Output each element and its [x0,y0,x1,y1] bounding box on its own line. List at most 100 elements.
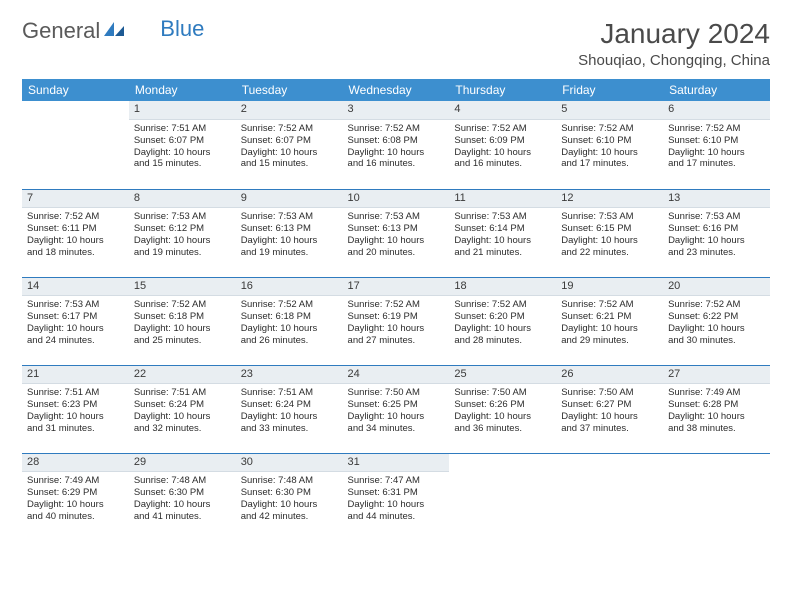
sunset-line: Sunset: 6:09 PM [454,135,551,147]
day-number [663,454,770,458]
daylight-line-1: Daylight: 10 hours [27,499,124,511]
sunset-line: Sunset: 6:10 PM [668,135,765,147]
day-details: Sunrise: 7:53 AMSunset: 6:16 PMDaylight:… [663,208,770,263]
day-number: 31 [343,454,450,473]
logo-text-blue: Blue [160,16,204,42]
day-details: Sunrise: 7:47 AMSunset: 6:31 PMDaylight:… [343,472,450,527]
calendar-day-cell: 30Sunrise: 7:48 AMSunset: 6:30 PMDayligh… [236,453,343,541]
sunset-line: Sunset: 6:28 PM [668,399,765,411]
sunrise-line: Sunrise: 7:53 AM [241,211,338,223]
daylight-line-1: Daylight: 10 hours [134,235,231,247]
daylight-line-2: and 41 minutes. [134,511,231,523]
day-details: Sunrise: 7:53 AMSunset: 6:13 PMDaylight:… [343,208,450,263]
day-number: 10 [343,190,450,209]
sunrise-line: Sunrise: 7:53 AM [27,299,124,311]
day-number: 15 [129,278,236,297]
day-details: Sunrise: 7:50 AMSunset: 6:27 PMDaylight:… [556,384,663,439]
daylight-line-1: Daylight: 10 hours [348,411,445,423]
calendar-day-cell: 24Sunrise: 7:50 AMSunset: 6:25 PMDayligh… [343,365,450,453]
sunset-line: Sunset: 6:19 PM [348,311,445,323]
daylight-line-2: and 36 minutes. [454,423,551,435]
daylight-line-1: Daylight: 10 hours [561,235,658,247]
sunset-line: Sunset: 6:31 PM [348,487,445,499]
day-details: Sunrise: 7:52 AMSunset: 6:19 PMDaylight:… [343,296,450,351]
daylight-line-1: Daylight: 10 hours [454,147,551,159]
calendar-body: 1Sunrise: 7:51 AMSunset: 6:07 PMDaylight… [22,101,770,541]
calendar-day-cell: 12Sunrise: 7:53 AMSunset: 6:15 PMDayligh… [556,189,663,277]
sunrise-line: Sunrise: 7:51 AM [27,387,124,399]
daylight-line-1: Daylight: 10 hours [27,411,124,423]
calendar-day-cell: 8Sunrise: 7:53 AMSunset: 6:12 PMDaylight… [129,189,236,277]
daylight-line-1: Daylight: 10 hours [668,323,765,335]
sunset-line: Sunset: 6:12 PM [134,223,231,235]
day-number: 4 [449,101,556,120]
sunrise-line: Sunrise: 7:52 AM [561,299,658,311]
sunrise-line: Sunrise: 7:52 AM [454,123,551,135]
sunset-line: Sunset: 6:15 PM [561,223,658,235]
daylight-line-2: and 29 minutes. [561,335,658,347]
calendar-day-cell: 3Sunrise: 7:52 AMSunset: 6:08 PMDaylight… [343,101,450,189]
day-details: Sunrise: 7:53 AMSunset: 6:14 PMDaylight:… [449,208,556,263]
day-number: 14 [22,278,129,297]
calendar-day-cell: 27Sunrise: 7:49 AMSunset: 6:28 PMDayligh… [663,365,770,453]
calendar-day-cell: 4 Sunrise: 7:52 AMSunset: 6:09 PMDaylight… [449,101,556,189]
daylight-line-2: and 34 minutes. [348,423,445,435]
day-number [556,454,663,458]
calendar-day-cell: 20Sunrise: 7:52 AMSunset: 6:22 PMDayligh… [663,277,770,365]
day-details: Sunrise: 7:50 AMSunset: 6:25 PMDaylight:… [343,384,450,439]
day-number: 18 [449,278,556,297]
sunrise-line: Sunrise: 7:48 AM [134,475,231,487]
sunrise-line: Sunrise: 7:52 AM [454,299,551,311]
sunrise-line: Sunrise: 7:52 AM [348,123,445,135]
sunset-line: Sunset: 6:17 PM [27,311,124,323]
calendar-day-cell: 14Sunrise: 7:53 AMSunset: 6:17 PMDayligh… [22,277,129,365]
sunset-line: Sunset: 6:29 PM [27,487,124,499]
sunset-line: Sunset: 6:20 PM [454,311,551,323]
day-details: Sunrise: 7:51 AMSunset: 6:23 PMDaylight:… [22,384,129,439]
day-number: 13 [663,190,770,209]
sunset-line: Sunset: 6:13 PM [348,223,445,235]
day-header: Tuesday [236,79,343,101]
calendar-week-row: 21Sunrise: 7:51 AMSunset: 6:23 PMDayligh… [22,365,770,453]
sunset-line: Sunset: 6:14 PM [454,223,551,235]
day-details: Sunrise: 7:53 AMSunset: 6:12 PMDaylight:… [129,208,236,263]
day-header: Friday [556,79,663,101]
sunrise-line: Sunrise: 7:51 AM [134,123,231,135]
day-number: 19 [556,278,663,297]
calendar-day-cell: 19Sunrise: 7:52 AMSunset: 6:21 PMDayligh… [556,277,663,365]
daylight-line-2: and 15 minutes. [134,158,231,170]
day-number: 6 [663,101,770,120]
day-details: Sunrise: 7:53 AMSunset: 6:17 PMDaylight:… [22,296,129,351]
sunset-line: Sunset: 6:24 PM [241,399,338,411]
day-details: Sunrise: 7:48 AMSunset: 6:30 PMDaylight:… [236,472,343,527]
calendar-day-cell: 11Sunrise: 7:53 AMSunset: 6:14 PMDayligh… [449,189,556,277]
day-number: 29 [129,454,236,473]
day-number [449,454,556,458]
daylight-line-1: Daylight: 10 hours [134,323,231,335]
day-details: Sunrise: 7:52 AMSunset: 6:10 PMDaylight:… [663,120,770,175]
calendar-day-cell [663,453,770,541]
calendar-day-cell: 28Sunrise: 7:49 AMSunset: 6:29 PMDayligh… [22,453,129,541]
sunrise-line: Sunrise: 7:53 AM [561,211,658,223]
calendar-week-row: 14Sunrise: 7:53 AMSunset: 6:17 PMDayligh… [22,277,770,365]
sunset-line: Sunset: 6:11 PM [27,223,124,235]
sunrise-line: Sunrise: 7:49 AM [27,475,124,487]
day-number: 16 [236,278,343,297]
sunset-line: Sunset: 6:30 PM [241,487,338,499]
title-block: January 2024 Shouqiao, Chongqing, China [578,18,770,69]
calendar-day-cell: 5Sunrise: 7:52 AMSunset: 6:10 PMDaylight… [556,101,663,189]
sunset-line: Sunset: 6:18 PM [134,311,231,323]
calendar-day-cell: 18Sunrise: 7:52 AMSunset: 6:20 PMDayligh… [449,277,556,365]
sunrise-line: Sunrise: 7:50 AM [561,387,658,399]
daylight-line-2: and 44 minutes. [348,511,445,523]
daylight-line-1: Daylight: 10 hours [241,411,338,423]
logo: General Blue [22,18,204,44]
daylight-line-2: and 22 minutes. [561,247,658,259]
day-number: 1 [129,101,236,120]
calendar-day-cell [22,101,129,189]
day-details: Sunrise: 7:52 AMSunset: 6:22 PMDaylight:… [663,296,770,351]
calendar-day-cell: 25Sunrise: 7:50 AMSunset: 6:26 PMDayligh… [449,365,556,453]
daylight-line-2: and 42 minutes. [241,511,338,523]
day-header-row: SundayMondayTuesdayWednesdayThursdayFrid… [22,79,770,101]
daylight-line-2: and 23 minutes. [668,247,765,259]
